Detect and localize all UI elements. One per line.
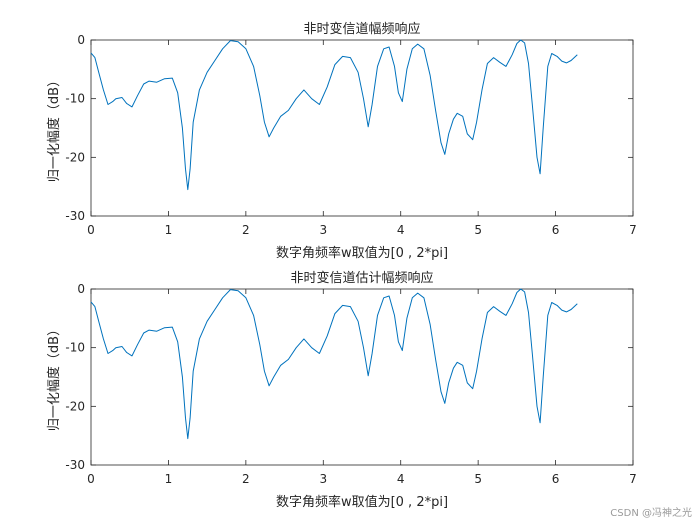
x-tick-label: 1 bbox=[165, 472, 173, 486]
x-tick-label: 2 bbox=[242, 472, 250, 486]
x-tick-label: 6 bbox=[552, 223, 560, 237]
x-tick-label: 3 bbox=[319, 472, 327, 486]
y-tick-label: -20 bbox=[65, 399, 85, 413]
y-tick-label: -30 bbox=[65, 209, 85, 223]
x-tick-label: 0 bbox=[87, 223, 95, 237]
y-tick-label: 0 bbox=[77, 282, 85, 296]
y-tick-label: -30 bbox=[65, 458, 85, 472]
chart-title: 非时变信道估计幅频响应 bbox=[290, 270, 433, 286]
x-tick-label: 7 bbox=[629, 223, 637, 237]
x-tick-label: 4 bbox=[397, 472, 405, 486]
x-tick-label: 1 bbox=[165, 223, 173, 237]
x-tick-label: 3 bbox=[319, 223, 327, 237]
x-axis-label: 数字角频率w取值为[0 , 2*pi] bbox=[276, 245, 448, 261]
x-tick-label: 5 bbox=[474, 472, 482, 486]
x-tick-label: 4 bbox=[397, 223, 405, 237]
series-line bbox=[90, 288, 578, 440]
watermark-text: CSDN @冯神之光 bbox=[610, 508, 692, 519]
x-tick-label: 0 bbox=[87, 472, 95, 486]
y-axis-label: 归一化幅度（dB） bbox=[46, 74, 62, 182]
x-tick-label: 5 bbox=[474, 223, 482, 237]
chart-2: 0 1 2 3 4 5 6 7 0 -10 -20 -30 非时变信道估计幅频响应数字角频率w取值为[0… bbox=[46, 270, 637, 510]
plot-area bbox=[90, 39, 634, 217]
y-tick-label: -20 bbox=[65, 150, 85, 164]
x-tick-label: 7 bbox=[629, 472, 637, 486]
x-tick-label: 6 bbox=[552, 472, 560, 486]
y-tick-label: 0 bbox=[77, 33, 85, 47]
y-tick-label: -10 bbox=[65, 341, 85, 355]
y-axis-label: 归一化幅度（dB） bbox=[46, 323, 62, 431]
series-line bbox=[90, 39, 578, 191]
chart-title: 非时变信道幅频响应 bbox=[303, 21, 420, 37]
x-tick-label: 2 bbox=[242, 223, 250, 237]
y-tick-label: -10 bbox=[65, 92, 85, 106]
x-axis-label: 数字角频率w取值为[0 , 2*pi] bbox=[276, 494, 448, 510]
plot-area bbox=[90, 288, 634, 466]
